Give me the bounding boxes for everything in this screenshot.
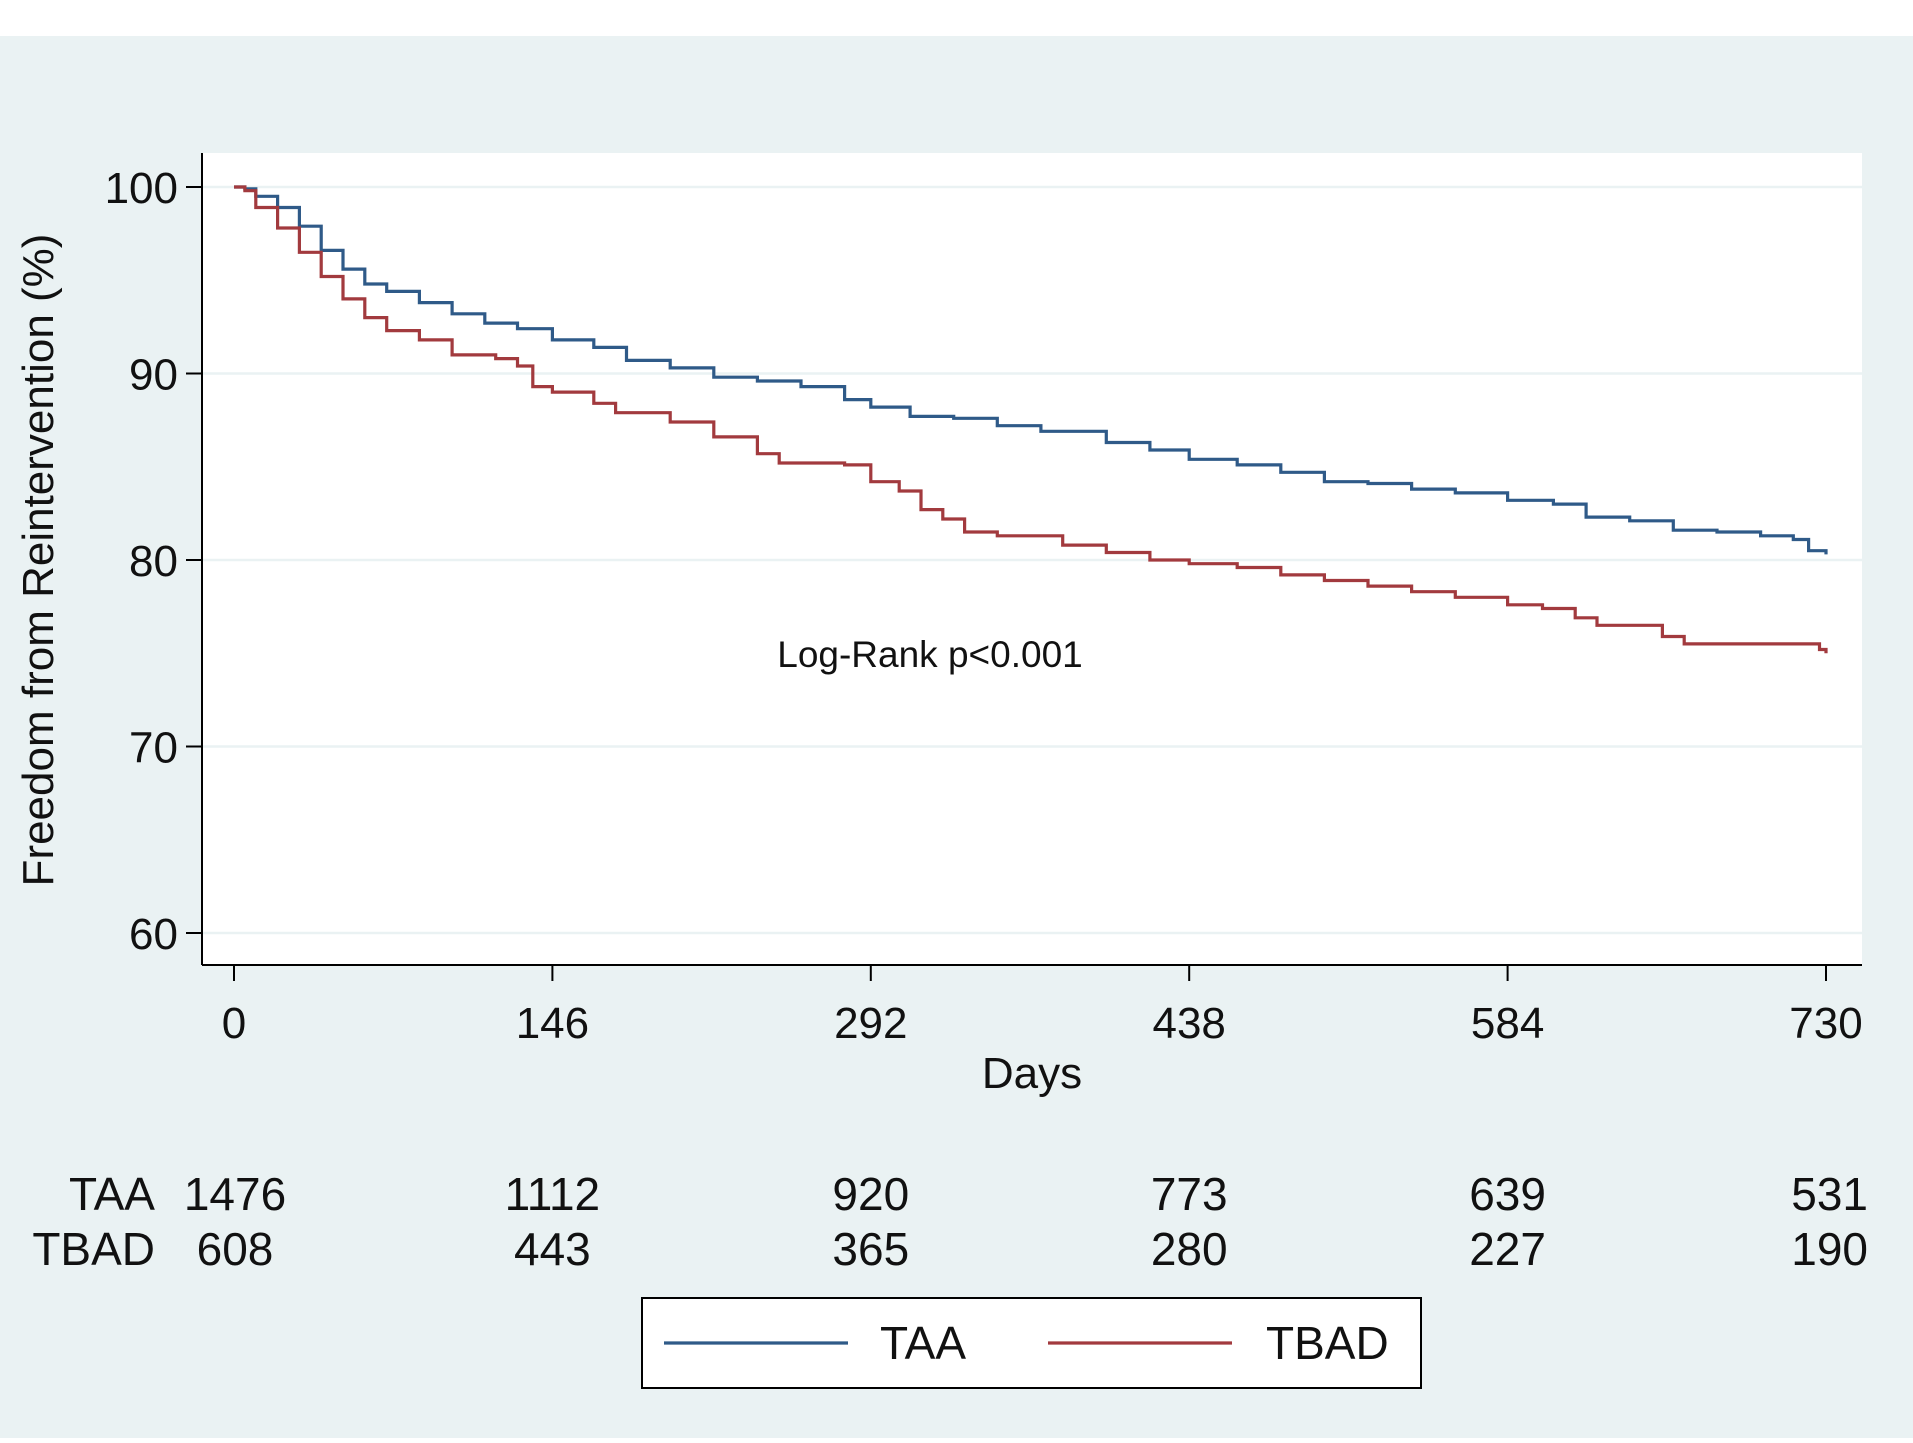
- at-risk-count: 608: [197, 1223, 274, 1275]
- at-risk-count: 365: [832, 1223, 909, 1275]
- at-risk-row-label: TAA: [69, 1168, 155, 1220]
- at-risk-count: 1476: [184, 1168, 286, 1220]
- at-risk-row-label: TBAD: [32, 1223, 155, 1275]
- at-risk-count: 773: [1151, 1168, 1228, 1220]
- y-tick-label: 90: [129, 351, 178, 400]
- series-line-tbad: [234, 185, 1828, 654]
- at-risk-count: 280: [1151, 1223, 1228, 1275]
- x-tick-label: 0: [222, 999, 246, 1048]
- x-tick-label: 730: [1789, 999, 1862, 1048]
- at-risk-count: 639: [1469, 1168, 1546, 1220]
- y-axis-title: Freedom from Reintervention (%): [14, 234, 63, 887]
- legend-label-taa: TAA: [880, 1317, 966, 1369]
- x-tick-label: 584: [1471, 999, 1544, 1048]
- at-risk-count: 227: [1469, 1223, 1546, 1275]
- x-tick-label: 292: [834, 999, 907, 1048]
- y-tick-label: 100: [105, 164, 178, 213]
- at-risk-count: 920: [832, 1168, 909, 1220]
- at-risk-count: 443: [514, 1223, 591, 1275]
- y-tick-label: 80: [129, 537, 178, 586]
- at-risk-count: 190: [1791, 1223, 1868, 1275]
- series-line-taa: [234, 185, 1828, 555]
- at-risk-count: 531: [1791, 1168, 1868, 1220]
- x-tick-label: 438: [1152, 999, 1225, 1048]
- legend-label-tbad: TBAD: [1266, 1317, 1389, 1369]
- x-axis-title: Days: [982, 1049, 1082, 1098]
- y-tick-label: 70: [129, 724, 178, 773]
- log-rank-annotation: Log-Rank p<0.001: [777, 634, 1083, 675]
- y-tick-label: 60: [129, 910, 178, 959]
- at-risk-count: 1112: [505, 1168, 601, 1220]
- x-tick-label: 146: [516, 999, 589, 1048]
